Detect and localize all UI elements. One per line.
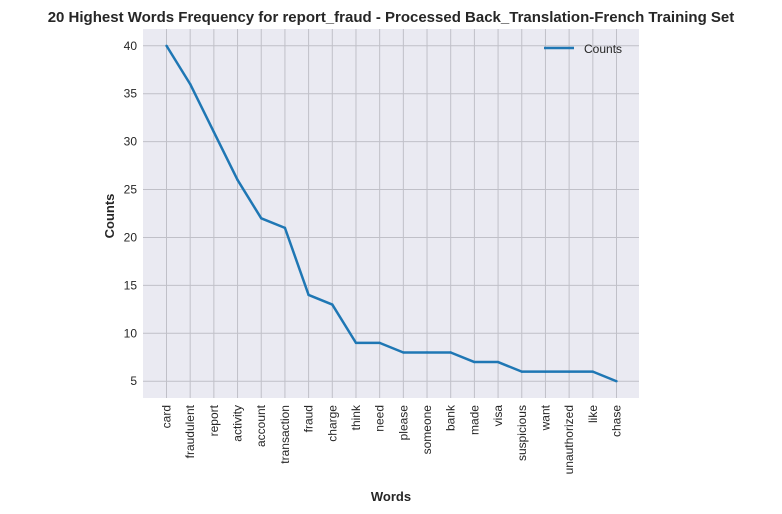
y-tick-label: 20 <box>124 230 138 244</box>
x-tick-label: report <box>207 404 221 436</box>
data-point <box>496 360 500 364</box>
y-tick-label: 35 <box>124 87 138 101</box>
y-tick-label: 40 <box>124 39 138 53</box>
data-point <box>331 303 334 306</box>
y-gridlines <box>143 45 639 382</box>
data-point <box>236 178 239 182</box>
x-tick-label: please <box>396 405 410 441</box>
x-tick-label: unauthorized <box>562 405 576 474</box>
x-tick-label: fraudulent <box>183 404 197 458</box>
y-tick-label: 15 <box>124 278 138 292</box>
x-tick-label: chase <box>610 405 624 437</box>
data-point <box>425 351 429 354</box>
data-point <box>473 360 476 364</box>
x-tick-label: need <box>373 405 387 432</box>
chart-title: 20 Highest Words Frequency for report_fr… <box>48 9 735 26</box>
x-tick-label: bank <box>444 404 458 431</box>
data-point <box>591 370 595 373</box>
series-line-counts <box>165 45 617 383</box>
y-tick-label: 5 <box>130 374 137 388</box>
x-tick-label: visa <box>491 405 505 427</box>
y-axis-label: Counts <box>102 194 117 239</box>
plot-area <box>143 29 639 398</box>
data-point <box>212 130 216 134</box>
data-point <box>283 226 287 230</box>
legend: Counts <box>544 42 622 56</box>
x-tick-label: want <box>538 404 552 431</box>
x-tick-label: card <box>160 405 174 428</box>
x-tick-label: made <box>467 405 481 435</box>
y-tick-label: 25 <box>124 183 138 197</box>
data-point <box>354 341 358 345</box>
x-tick-labels: card fraudulent report activity account trans… <box>160 404 624 474</box>
x-gridlines <box>166 29 617 398</box>
data-point <box>402 351 405 354</box>
x-tick-label: someone <box>420 405 434 455</box>
x-tick-label: charge <box>325 405 339 442</box>
y-tick-label: 10 <box>124 326 138 340</box>
y-tick-label: 30 <box>124 135 138 149</box>
x-tick-label: activity <box>231 405 245 442</box>
data-point <box>260 217 263 220</box>
data-point <box>615 380 618 383</box>
legend-label: Counts <box>584 42 622 56</box>
x-axis-label: Words <box>371 489 411 504</box>
x-tick-label: like <box>586 405 600 423</box>
data-point <box>378 341 381 345</box>
data-point <box>520 370 523 373</box>
data-point <box>188 82 192 86</box>
data-point <box>449 351 452 354</box>
data-point <box>567 370 571 373</box>
data-point <box>165 44 168 47</box>
x-tick-label: think <box>349 404 363 430</box>
x-tick-label: fraud <box>302 405 316 432</box>
x-tick-label: account <box>254 404 268 447</box>
series-group <box>165 44 618 383</box>
x-tick-label: transaction <box>278 405 292 464</box>
y-tick-labels: 5 10 15 20 25 30 35 40 <box>124 39 138 388</box>
data-point <box>544 370 547 373</box>
data-point <box>307 293 310 297</box>
x-tick-label: suspicious <box>515 405 529 461</box>
